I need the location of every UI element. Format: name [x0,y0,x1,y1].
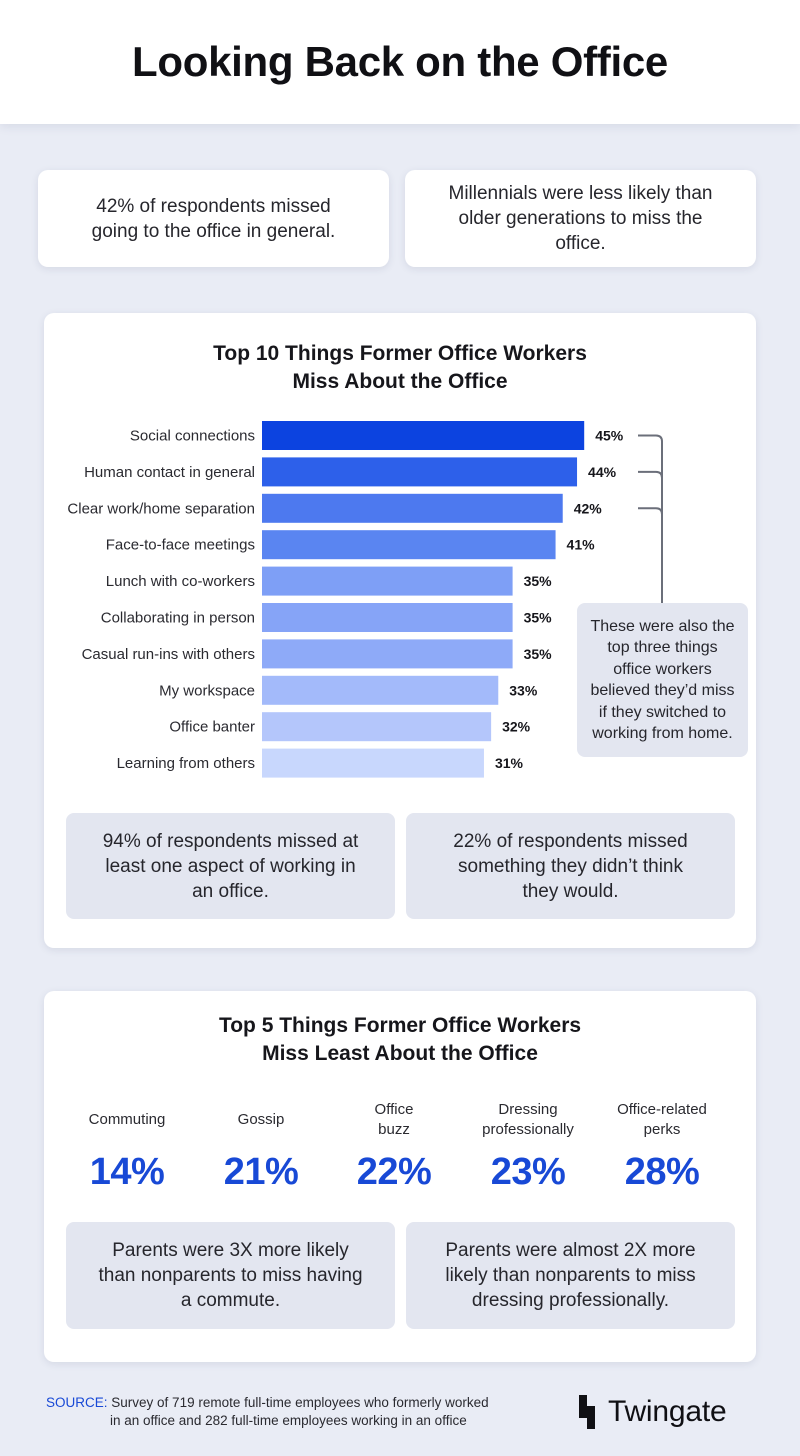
logo-text: Twingate [608,1395,727,1428]
least-label: Office buzz [374,1101,414,1138]
bar-value-label: 35% [524,610,553,626]
bar-category-label: Collaborating in person [101,610,255,627]
bracket-tick [638,434,663,442]
source-key: SOURCE: [46,1395,108,1410]
least-card: Top 5 Things Former Office Workers Miss … [44,991,756,1362]
bar-category-label: Learning from others [117,755,255,772]
bar-value-label: 45% [595,428,624,444]
bar [262,530,556,560]
bar-category-label: Lunch with co-workers [106,573,255,590]
bar-category-label: Office banter [169,719,255,736]
bar-category-label: Human contact in general [84,464,255,481]
least-value: 21% [223,1151,299,1193]
least-item-dressing: Dressing professionally 23% [463,1099,593,1194]
chart-annotation: These were also the top three things off… [577,603,748,757]
stat-text: Millennials were less likely than older … [448,183,713,254]
least-label: Office-related perks [617,1101,707,1138]
stat-card-dressing: Parents were almost 2X more likely than … [406,1222,735,1329]
source-note: SOURCE: Survey of 719 remote full-time e… [46,1394,566,1430]
bar-category-label: My workspace [159,682,255,699]
twingate-logo: Twingate [574,1390,727,1434]
chart-card: Top 10 Things Former Office Workers Miss… [44,313,756,948]
least-value: 14% [89,1151,165,1193]
stat-card-22: 22% of respondents missed something they… [406,813,735,919]
bar-chart: Social connections 45% Human contact in ge… [67,421,663,778]
bar-category-label: Casual run-ins with others [82,646,255,663]
bar [262,566,513,596]
bar-category-label: Social connections [130,428,255,445]
least-value: 23% [490,1151,566,1193]
bar-value-label: 35% [524,573,553,589]
stat-card-94: 94% of respondents missed at least one a… [66,813,395,919]
chart-title: Top 10 Things Former Office Workers Miss… [213,342,587,393]
bar-value-label: 44% [588,464,617,480]
bar [262,421,585,450]
least-item-office-buzz: Office buzz 22% [329,1099,459,1194]
least-value: 22% [356,1151,432,1193]
least-item-gossip: Gossip 21% [196,1099,326,1194]
stat-text: 42% of respondents missed going to the o… [91,195,336,242]
bar [262,675,499,705]
twingate-logo-icon [579,1395,595,1429]
least-item-commuting: Commuting 14% [62,1099,192,1194]
bracket-tick [638,507,663,515]
bar-value-label: 32% [502,719,531,735]
bar [262,639,513,669]
bar-value-label: 42% [574,500,603,516]
bar [262,748,484,778]
bar [262,493,563,523]
least-label: Gossip [237,1111,285,1128]
stat-card-general: 42% of respondents missed going to the o… [38,170,389,267]
least-label: Dressing professionally [482,1101,574,1138]
bar [262,457,578,487]
least-item-perks: Office-related perks 28% [597,1099,727,1194]
bar-category-label: Clear work/home separation [67,500,255,517]
bar [262,712,492,742]
source-line-2: in an office and 282 full-time employees… [110,1413,467,1428]
source-line-1: Survey of 719 remote full-time employees… [111,1395,489,1410]
bar-value-label: 41% [567,537,596,553]
stat-card-millennials: Millennials were less likely than older … [405,170,756,267]
bar-category-label: Face-to-face meetings [106,537,255,554]
least-label: Commuting [88,1111,166,1128]
bar-value-label: 33% [509,682,538,698]
bar-value-label: 31% [495,755,524,771]
least-title: Top 5 Things Former Office Workers Miss … [218,1014,582,1065]
header: Looking Back on the Office [0,0,800,124]
stat-card-commute: Parents were 3X more likely than nonpare… [66,1222,395,1329]
bracket-tick [638,470,663,478]
bar [262,603,513,632]
bar-value-label: 35% [524,646,553,662]
page-title: Looking Back on the Office [132,38,668,85]
least-value: 28% [624,1151,700,1193]
